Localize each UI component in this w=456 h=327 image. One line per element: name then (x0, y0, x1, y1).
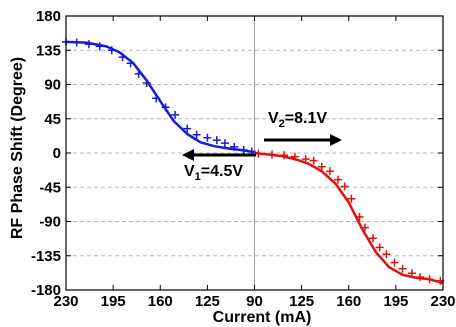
y-tick-label: -45 (39, 179, 61, 196)
right-data-marker (301, 155, 310, 164)
right-data-marker (416, 273, 425, 282)
x-tick-label: 125 (289, 293, 314, 310)
right-data-marker (360, 223, 369, 232)
left-data-marker (107, 46, 116, 55)
annotation-label: V1=4.5V (184, 163, 243, 183)
y-tick-label: 0 (53, 145, 61, 162)
right-data-marker (309, 156, 318, 165)
x-tick-label: 160 (148, 293, 173, 310)
y-tick-label: -180 (31, 282, 61, 299)
left-data-marker (126, 59, 135, 68)
right-data-marker (334, 175, 342, 184)
right-data-marker (347, 194, 356, 203)
x-tick-label: 195 (101, 293, 126, 310)
left-data-marker (118, 53, 127, 62)
right-data-marker (408, 269, 416, 278)
left-data-marker (84, 40, 93, 49)
y-tick-label: 135 (36, 42, 61, 59)
right-data-marker (325, 167, 334, 176)
x-tick-label: 230 (53, 293, 78, 310)
right-data-marker (425, 275, 434, 284)
right-data-marker (340, 182, 349, 191)
annotation-arrow-head (182, 149, 194, 161)
left-data-marker (220, 139, 229, 148)
right-data-marker (382, 250, 391, 259)
right-data-marker (369, 234, 377, 243)
right-data-marker (355, 212, 364, 221)
right-data-marker (280, 151, 289, 160)
annotation-arrow-head (330, 134, 342, 146)
left-data-marker (212, 136, 221, 145)
left-data-marker (171, 110, 180, 119)
left-data-marker (192, 130, 201, 139)
left-data-marker (230, 142, 239, 151)
x-tick-label: 230 (430, 293, 455, 310)
right-data-marker (390, 258, 399, 267)
y-tick-label: 90 (44, 77, 61, 94)
left-data-marker (142, 79, 151, 87)
left-fit-line (65, 40, 255, 154)
y-tick-label: -135 (31, 248, 61, 265)
y-tick-label: 180 (36, 8, 61, 25)
left-data-marker (134, 69, 143, 78)
left-data-marker (152, 94, 161, 103)
right-fit-line (254, 151, 444, 285)
x-tick-label: 90 (246, 293, 263, 310)
left-data-marker (183, 124, 192, 133)
y-tick-label: 45 (44, 111, 61, 128)
annotation-label: V2=8.1V (268, 110, 327, 130)
y-tick-label: -90 (39, 214, 61, 231)
left-data-marker (161, 103, 170, 112)
series-group (62, 37, 445, 285)
x-tick-label: 125 (195, 293, 220, 310)
left-data-marker (239, 146, 248, 154)
x-tick-label: 195 (383, 293, 408, 310)
annotations: V2=8.1V V1=4.5V (182, 110, 342, 183)
left-data-marker (203, 133, 212, 142)
right-data-marker (398, 264, 407, 273)
y-axis-label: RF Phase Shift (Degree) (9, 57, 26, 239)
x-axis-label: Current (mA) (213, 309, 312, 326)
left-data-marker (72, 38, 81, 47)
left-data-marker (95, 42, 104, 51)
right-data-marker (268, 150, 276, 159)
right-data-marker (375, 243, 384, 252)
x-tick-label: 160 (336, 293, 361, 310)
right-data-marker (290, 152, 299, 161)
right-data-marker (317, 162, 326, 171)
